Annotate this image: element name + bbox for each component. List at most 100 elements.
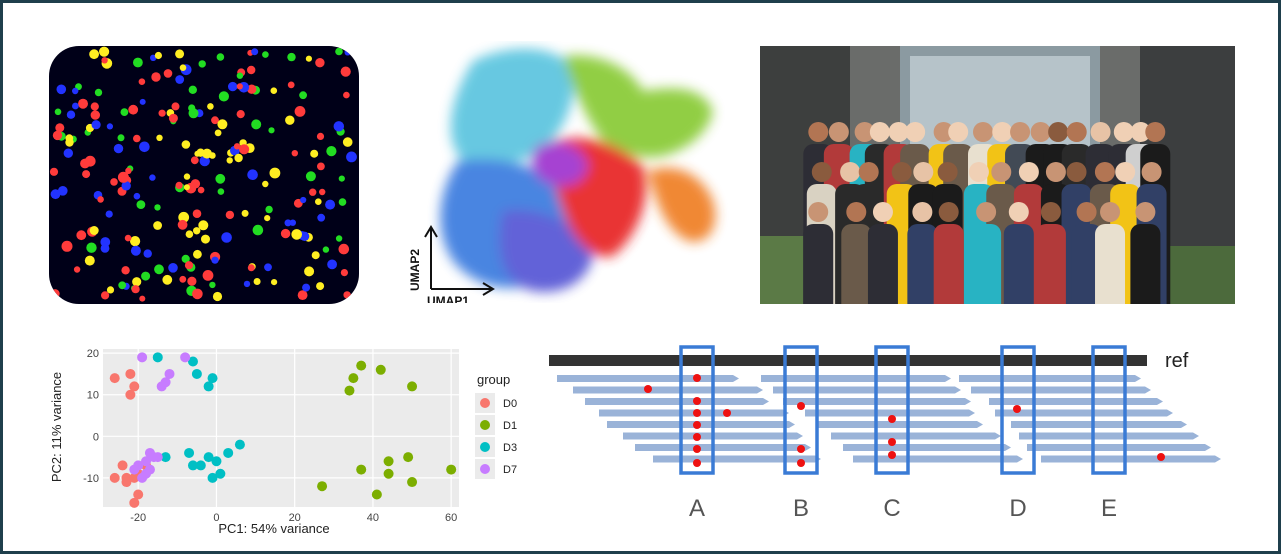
cell-dot — [192, 288, 203, 300]
cell-dot — [216, 53, 225, 61]
cell-dot — [338, 198, 347, 206]
cell-dot — [133, 134, 141, 143]
pca-ytick-label: 20 — [87, 348, 99, 360]
pca-xtick-label: 60 — [445, 512, 457, 524]
variant-dot — [693, 397, 701, 405]
cell-dot — [190, 179, 201, 189]
cell-dot — [287, 81, 295, 89]
pca-point-d7 — [180, 352, 191, 363]
pca-point-d1 — [356, 464, 367, 475]
cell-dot — [302, 283, 311, 292]
cell-dot — [80, 158, 90, 169]
sequencing-read — [805, 409, 975, 417]
sequencing-read — [773, 386, 961, 394]
person-body — [907, 224, 938, 304]
pca-point-d3 — [203, 381, 214, 392]
cell-dot — [97, 196, 104, 203]
person-head — [1130, 122, 1151, 142]
person-body — [1095, 224, 1126, 304]
person-head — [948, 122, 969, 142]
variant-dot — [723, 409, 731, 417]
cell-dot — [236, 72, 244, 79]
variant-dot — [797, 445, 805, 453]
pca-point-d7 — [137, 472, 148, 483]
variant-window-box — [783, 345, 819, 475]
cell-dot — [193, 227, 201, 235]
cell-dot — [110, 178, 118, 186]
pca-point-d1 — [317, 481, 328, 492]
pca-point-d7 — [156, 381, 167, 392]
cell-dot — [117, 134, 125, 142]
cell-dot — [268, 127, 275, 134]
cell-dot — [100, 237, 111, 247]
cell-dot — [139, 295, 146, 302]
cell-dot — [285, 115, 295, 125]
pca-xtick-label: 40 — [367, 512, 379, 524]
umap-panel: UMAP2 UMAP1 — [403, 41, 733, 308]
cell-dot — [310, 149, 319, 158]
pca-point-d1 — [356, 360, 367, 371]
variant-window-box — [874, 345, 910, 475]
pca-point-d3 — [187, 460, 198, 471]
cell-dot — [247, 264, 255, 272]
cell-dot — [264, 215, 271, 222]
cell-dot — [181, 140, 191, 149]
person-head — [1030, 122, 1051, 142]
person-head — [1141, 162, 1162, 182]
umap-plot: UMAP2 UMAP1 — [408, 48, 716, 308]
cell-dot — [187, 276, 197, 286]
cell-dot — [131, 285, 140, 294]
cell-dot — [133, 192, 141, 200]
cell-dot — [270, 87, 278, 94]
cell-dot — [311, 251, 320, 260]
cluster-orange — [648, 167, 716, 242]
cell-dot — [198, 60, 206, 68]
cell-dot — [118, 281, 127, 290]
cell-dot — [239, 144, 250, 155]
pca-point-d1 — [407, 477, 418, 488]
variant-dot — [693, 421, 701, 429]
microscopy-image — [49, 46, 357, 302]
cell-dot — [333, 121, 344, 132]
cell-dot — [217, 119, 228, 130]
pca-point-d3 — [223, 447, 234, 458]
cell-dot — [271, 279, 278, 286]
cell-dot — [243, 280, 251, 288]
cell-dot — [265, 205, 273, 214]
cell-dot — [154, 204, 161, 211]
pca-point-d0 — [121, 477, 132, 488]
cell-dot — [136, 200, 146, 210]
cell-dot — [121, 181, 131, 191]
cell-dot — [319, 188, 326, 196]
pca-point-d1 — [383, 456, 394, 467]
group-photo-icon — [760, 46, 1235, 304]
variant-dot — [888, 415, 896, 423]
cell-dot — [315, 198, 322, 205]
cell-dot — [322, 246, 330, 253]
pca-point-d1 — [403, 452, 414, 463]
cell-dot — [61, 240, 73, 252]
pca-point-d7 — [152, 452, 163, 463]
cell-dot — [179, 275, 187, 283]
cluster-indigo — [499, 210, 593, 292]
cell-dot — [304, 266, 315, 277]
cell-dot — [317, 162, 325, 171]
cell-dot — [168, 113, 178, 123]
cell-dot — [287, 52, 296, 62]
cell-dot — [54, 108, 62, 116]
person-head — [1090, 122, 1111, 142]
cell-dot — [143, 249, 152, 258]
cluster-cyan — [450, 48, 574, 167]
pca-point-d3 — [152, 352, 163, 363]
person-head — [828, 122, 849, 142]
cell-dot — [192, 209, 202, 218]
person-head — [1076, 202, 1097, 222]
cell-dot — [154, 51, 162, 60]
pca-point-d3 — [187, 356, 198, 367]
cell-dot — [236, 83, 243, 90]
person-head — [973, 122, 994, 142]
umap-axis-x-label: UMAP1 — [427, 294, 469, 303]
variant-dot — [797, 459, 805, 467]
person-head — [905, 122, 926, 142]
